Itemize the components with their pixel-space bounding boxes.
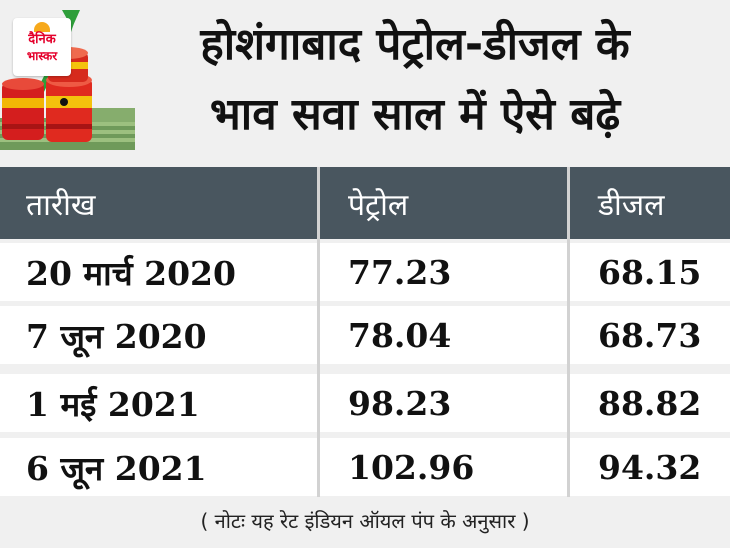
sun-icon: [34, 22, 50, 32]
petrol-price-cell: 98.23: [348, 383, 452, 423]
diesel-price-cell: 68.73: [598, 315, 702, 355]
date-cell: 6 जून 2021: [26, 448, 207, 488]
column-divider: [567, 167, 570, 497]
page-title: होशंगाबाद पेट्रोल-डीजल के भाव सवा साल मे…: [100, 10, 730, 150]
diesel-price-cell: 88.82: [598, 383, 702, 423]
table-header-row: तारीख पेट्रोल डीजल: [0, 167, 730, 239]
date-cell: 7 जून 2020: [26, 316, 207, 356]
date-cell: 1 मई 2021: [26, 384, 200, 424]
table-row: 6 जून 2021 102.96 94.32: [0, 438, 730, 496]
table-row: 20 मार्च 2020 77.23 68.15: [0, 243, 730, 301]
table-row: 1 मई 2021 98.23 88.82: [0, 374, 730, 432]
petrol-price-cell: 77.23: [348, 252, 452, 292]
petrol-price-cell: 78.04: [348, 315, 452, 355]
column-header-petrol: पेट्रोल: [348, 187, 409, 223]
oil-barrel-icon: [46, 73, 92, 142]
petrol-price-cell: 102.96: [348, 447, 475, 487]
oil-barrel-icon: [2, 78, 44, 140]
column-header-diesel: डीजल: [598, 187, 665, 223]
column-divider: [317, 167, 320, 497]
diesel-price-cell: 94.32: [598, 447, 702, 487]
logo-text-line1: दैनिक: [28, 32, 56, 47]
table-row: 7 जून 2020 78.04 68.73: [0, 306, 730, 364]
title-line1: होशंगाबाद पेट्रोल-डीजल के: [200, 19, 630, 70]
column-header-date: तारीख: [26, 187, 96, 223]
footnote: ( नोटः यह रेट इंडियन ऑयल पंप के अनुसार ): [200, 509, 530, 533]
logo-text-line2: भास्कर: [26, 49, 58, 63]
title-line2: भाव सवा साल में ऐसे बढ़े: [209, 89, 621, 140]
header-banner: दैनिक भास्कर होशंगाबाद पेट्रोल-डीजल के भ…: [0, 0, 730, 165]
oil-barrels-illustration: [0, 10, 135, 150]
dainik-bhaskar-logo[interactable]: दैनिक भास्कर: [13, 18, 71, 76]
date-cell: 20 मार्च 2020: [26, 253, 236, 293]
diesel-price-cell: 68.15: [598, 252, 702, 292]
